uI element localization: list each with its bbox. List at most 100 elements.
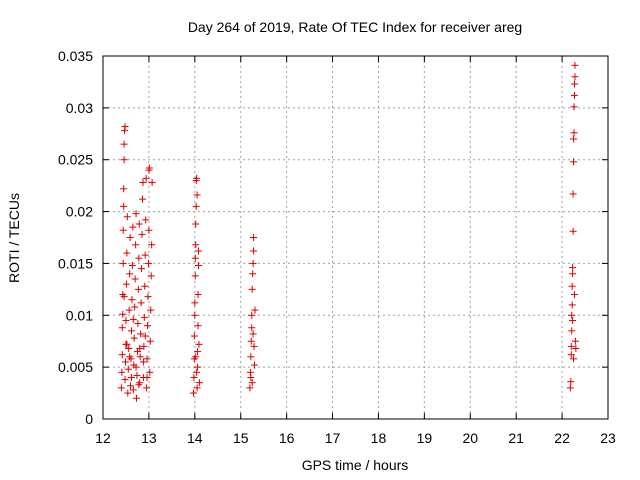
x-tick-label: 14 <box>187 430 203 446</box>
data-point <box>250 234 258 241</box>
x-tick-label: 15 <box>233 430 249 446</box>
y-tick-label: 0.005 <box>58 359 93 375</box>
data-point <box>137 330 145 338</box>
data-point <box>189 389 197 397</box>
data-point <box>126 234 134 241</box>
data-point <box>191 311 199 319</box>
data-point <box>570 103 578 111</box>
data-point <box>121 358 129 366</box>
data-point <box>118 368 126 376</box>
data-point <box>567 378 575 386</box>
data-point <box>572 344 580 352</box>
data-point <box>119 226 127 234</box>
data-point <box>248 285 256 293</box>
data-point <box>121 376 129 384</box>
data-point <box>120 140 128 148</box>
data-point <box>247 353 255 361</box>
data-point <box>125 344 133 352</box>
data-point <box>566 384 574 392</box>
data-point <box>133 394 141 402</box>
data-point <box>570 80 578 88</box>
data-point <box>251 361 258 369</box>
data-point <box>125 306 133 314</box>
data-point <box>191 299 199 307</box>
x-tick-label: 23 <box>600 430 616 446</box>
data-point <box>120 185 128 193</box>
x-tick-label: 12 <box>95 430 111 446</box>
data-point <box>121 123 129 131</box>
data-point <box>146 368 154 376</box>
grid-lines <box>103 56 608 419</box>
data-point <box>570 91 578 99</box>
y-tick-label: 0.02 <box>66 204 93 220</box>
data-point <box>191 254 199 262</box>
data-point <box>567 351 575 359</box>
x-tick-label: 19 <box>417 430 433 446</box>
data-point <box>569 270 577 278</box>
x-tick-label: 21 <box>508 430 524 446</box>
data-point <box>140 313 148 321</box>
data-point <box>147 272 155 280</box>
data-point <box>190 374 198 382</box>
data-point <box>194 247 202 255</box>
data-point <box>119 310 127 318</box>
y-tick-label: 0.025 <box>58 152 93 168</box>
data-point <box>142 216 150 224</box>
data-point <box>569 227 577 235</box>
data-point <box>194 322 202 330</box>
data-point <box>128 262 136 270</box>
data-point <box>138 230 146 238</box>
data-point <box>248 311 256 319</box>
data-point <box>141 282 149 290</box>
data-point <box>133 371 141 379</box>
x-tick-label: 13 <box>141 430 157 446</box>
data-point <box>194 291 202 299</box>
data-point <box>190 332 198 340</box>
data-point <box>141 332 149 340</box>
data-point <box>124 389 132 397</box>
data-point <box>571 337 579 345</box>
data-point <box>568 282 576 290</box>
data-point <box>119 259 127 267</box>
y-tick-label: 0.015 <box>58 255 93 271</box>
data-point <box>146 337 154 345</box>
data-point <box>134 285 142 293</box>
x-tick-label: 20 <box>462 430 478 446</box>
data-point <box>571 73 579 81</box>
data-point <box>567 342 575 350</box>
x-axis-label: GPS time / hours <box>302 457 409 473</box>
data-point <box>194 348 202 356</box>
data-point <box>250 342 258 350</box>
data-point <box>249 330 257 338</box>
data-point <box>139 179 147 187</box>
y-tick-label: 0 <box>85 411 93 427</box>
data-point <box>140 342 148 350</box>
data-point <box>145 226 153 234</box>
data-point <box>251 306 259 314</box>
data-point <box>570 129 578 137</box>
data-point <box>148 179 156 187</box>
data-point <box>117 384 125 392</box>
y-axis-label: ROTI / TECUs <box>6 193 22 283</box>
data-point <box>137 299 145 307</box>
data-point <box>135 220 143 228</box>
y-tick-label: 0.03 <box>66 100 93 116</box>
data-point <box>123 249 131 257</box>
x-tick-label: 17 <box>325 430 341 446</box>
data-point <box>570 135 578 143</box>
data-point <box>131 303 139 311</box>
data-point <box>132 210 140 218</box>
data-point <box>246 384 254 392</box>
data-point <box>247 337 255 345</box>
data-point <box>122 280 130 288</box>
data-point <box>122 316 130 324</box>
data-point <box>191 272 199 280</box>
data-point <box>135 381 143 389</box>
data-point <box>126 353 134 361</box>
data-point <box>569 190 577 198</box>
y-tick-label: 0.035 <box>58 48 93 64</box>
axis-ticks <box>102 55 609 420</box>
data-point <box>127 327 135 335</box>
data-point <box>193 191 201 199</box>
